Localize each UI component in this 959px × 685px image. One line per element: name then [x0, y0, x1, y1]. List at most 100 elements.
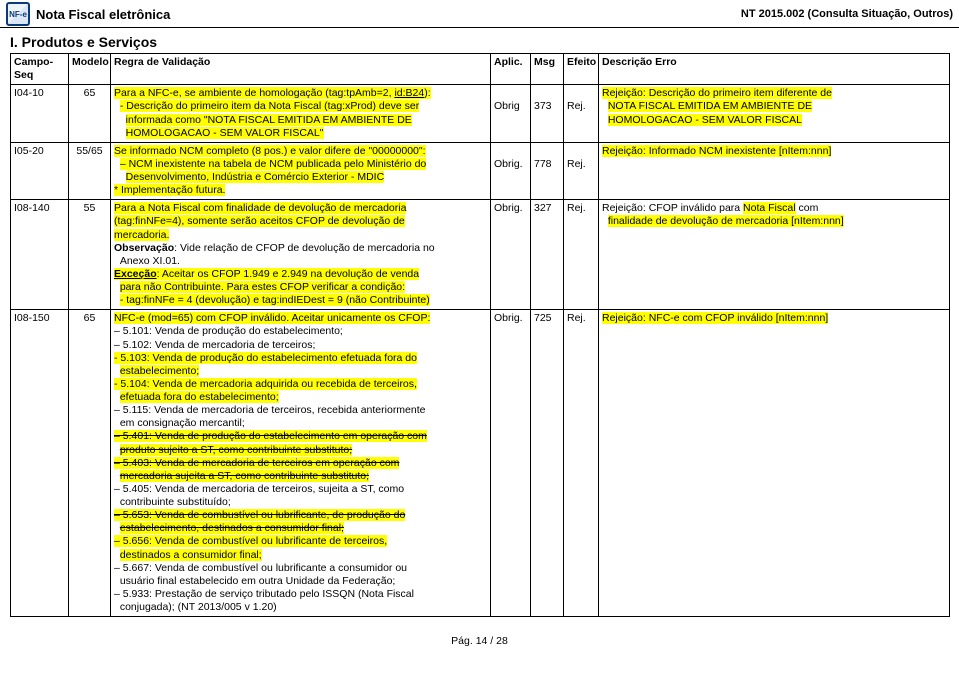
cell-regra: Se informado NCM completo (8 pos.) e val…	[111, 142, 491, 200]
cell-campo: I08-150	[11, 310, 69, 617]
cell-aplic: Obrig.	[491, 310, 531, 617]
text: Exceção: Aceitar os CFOP 1.949 e 2.949 n…	[114, 268, 419, 280]
validation-table: Campo-Seq Modelo Regra de Validação Apli…	[10, 53, 950, 617]
cell-erro: Rejeição: CFOP inválido para Nota Fiscal…	[599, 200, 950, 310]
col-efeito: Efeito	[564, 54, 599, 85]
col-aplic: Aplic.	[491, 54, 531, 85]
cell-campo: I05-20	[11, 142, 69, 200]
text: Rej.	[567, 100, 586, 112]
col-descricao-erro: Descrição Erro	[599, 54, 950, 85]
text: Rej.	[567, 158, 586, 170]
cell-msg: 327	[531, 200, 564, 310]
text: informada como "NOTA FISCAL EMITIDA EM A…	[126, 114, 412, 126]
text: Se informado NCM completo (8 pos.) e val…	[114, 145, 426, 157]
cell-modelo: 55/65	[69, 142, 111, 200]
text: – 5.653: Venda de combustível ou lubrifi…	[114, 509, 405, 521]
text: HOMOLOGACAO - SEM VALOR FISCAL	[608, 114, 802, 126]
col-regra: Regra de Validação	[111, 54, 491, 85]
text: estabelecimento;	[120, 365, 199, 377]
text: – 5.656: Venda de combustível ou lubrifi…	[114, 535, 387, 547]
col-campo-seq: Campo-Seq	[11, 54, 69, 85]
table-row: I08-140 55 Para a Nota Fiscal com finali…	[11, 200, 950, 310]
doc-title: Nota Fiscal eletrônica	[36, 7, 170, 22]
text: 373	[534, 100, 552, 112]
cell-modelo: 65	[69, 310, 111, 617]
text: – NCM inexistente na tabela de NCM publi…	[120, 158, 426, 170]
col-msg: Msg	[531, 54, 564, 85]
text: - 5.104: Venda de mercadoria adquirida o…	[114, 378, 417, 390]
cell-aplic: Obrig.	[491, 200, 531, 310]
text: Anexo XI.01.	[120, 255, 180, 267]
page-footer: Pág. 14 / 28	[0, 617, 959, 653]
text: 778	[534, 158, 552, 170]
page-header: NF-e Nota Fiscal eletrônica NT 2015.002 …	[0, 0, 959, 28]
text: id:B24	[394, 87, 424, 99]
cell-efeito: Rej.	[564, 310, 599, 617]
text: NOTA FISCAL EMITIDA EM AMBIENTE DE	[608, 100, 812, 112]
text: – 5.115: Venda de mercadoria de terceiro…	[114, 404, 426, 416]
text: com	[796, 202, 819, 214]
text: HOMOLOGACAO - SEM VALOR FISCAL"	[126, 127, 324, 139]
cell-regra: NFC-e (mod=65) com CFOP inválido. Aceita…	[111, 310, 491, 617]
cell-modelo: 55	[69, 200, 111, 310]
cell-aplic: Obrig	[491, 85, 531, 143]
text: NFC-e (mod=65) com CFOP inválido. Aceita…	[114, 312, 430, 324]
nfe-logo-icon: NF-e	[6, 2, 30, 26]
cell-aplic: Obrig.	[491, 142, 531, 200]
header-left: NF-e Nota Fiscal eletrônica	[6, 2, 170, 26]
text: * Implementação futura.	[114, 184, 225, 196]
text: Rejeição: Informado NCM inexistente [nIt…	[602, 145, 831, 157]
text: mercadoria.	[114, 229, 169, 241]
text: – 5.403: Venda de mercadoria de terceiro…	[114, 457, 399, 469]
table-header-row: Campo-Seq Modelo Regra de Validação Apli…	[11, 54, 950, 85]
table-row: I05-20 55/65 Se informado NCM completo (…	[11, 142, 950, 200]
cell-erro: Rejeição: Informado NCM inexistente [nIt…	[599, 142, 950, 200]
text: conjugada); (NT 2013/005 v 1.20)	[120, 601, 277, 613]
table-row: I04-10 65 Para a NFC-e, se ambiente de h…	[11, 85, 950, 143]
cell-campo: I08-140	[11, 200, 69, 310]
text: finalidade de devolução de mercadoria [n…	[608, 215, 844, 227]
text: Desenvolvimento, Indústria e Comércio Ex…	[126, 171, 385, 183]
text: – 5.401: Venda de produção do estabeleci…	[114, 430, 427, 442]
text: – 5.933: Prestação de serviço tributado …	[114, 588, 414, 600]
cell-erro: Rejeição: NFC-e com CFOP inválido [nItem…	[599, 310, 950, 617]
cell-msg: 778	[531, 142, 564, 200]
col-modelo: Modelo	[69, 54, 111, 85]
section-title: I. Produtos e Serviços	[0, 28, 959, 53]
text: - 5.103: Venda de produção do estabeleci…	[114, 352, 417, 364]
text: para não Contribuinte. Para estes CFOP v…	[120, 281, 405, 293]
cell-regra: Para a Nota Fiscal com finalidade de dev…	[111, 200, 491, 310]
text: estabelecimento, destinados a consumidor…	[120, 522, 344, 534]
text: Observação	[114, 242, 174, 254]
text: efetuada fora do estabelecimento;	[120, 391, 279, 403]
text: (tag:finNFe=4), somente serão aceitos CF…	[114, 215, 405, 227]
cell-modelo: 65	[69, 85, 111, 143]
text: Obrig	[494, 100, 520, 112]
text: Nota Fiscal	[743, 202, 796, 214]
cell-efeito: Rej.	[564, 142, 599, 200]
text: contribuinte substituído;	[120, 496, 231, 508]
cell-efeito: Rej.	[564, 200, 599, 310]
text: Para a NFC-e, se ambiente de homologação…	[114, 87, 431, 99]
text: mercadoria sujeita a ST, como contribuin…	[120, 470, 369, 482]
text: em consignação mercantil;	[120, 417, 245, 429]
cell-efeito: Rej.	[564, 85, 599, 143]
text: : Vide relação de CFOP de devolução de m…	[174, 242, 435, 254]
text: Para a NFC-e, se ambiente de homologação…	[114, 87, 394, 99]
text: ):	[424, 87, 430, 99]
cell-erro: Rejeição: Descrição do primeiro item dif…	[599, 85, 950, 143]
text: Para a Nota Fiscal com finalidade de dev…	[114, 202, 406, 214]
text: destinados a consumidor final;	[120, 549, 262, 561]
text: Obrig.	[494, 158, 523, 170]
text: – 5.667: Venda de combustível ou lubrifi…	[114, 562, 407, 574]
text: - Descrição do primeiro item da Nota Fis…	[120, 100, 419, 112]
text: – 5.405: Venda de mercadoria de terceiro…	[114, 483, 404, 495]
text: – 5.102: Venda de mercadoria de terceiro…	[114, 339, 315, 351]
text: Rejeição: Descrição do primeiro item dif…	[602, 87, 832, 99]
cell-msg: 373	[531, 85, 564, 143]
text: usuário final estabelecido em outra Unid…	[120, 575, 396, 587]
text: Rejeição: NFC-e com CFOP inválido [nItem…	[602, 312, 828, 324]
text: Exceção	[114, 268, 157, 280]
text: – 5.101: Venda de produção do estabeleci…	[114, 325, 343, 337]
cell-regra: Para a NFC-e, se ambiente de homologação…	[111, 85, 491, 143]
